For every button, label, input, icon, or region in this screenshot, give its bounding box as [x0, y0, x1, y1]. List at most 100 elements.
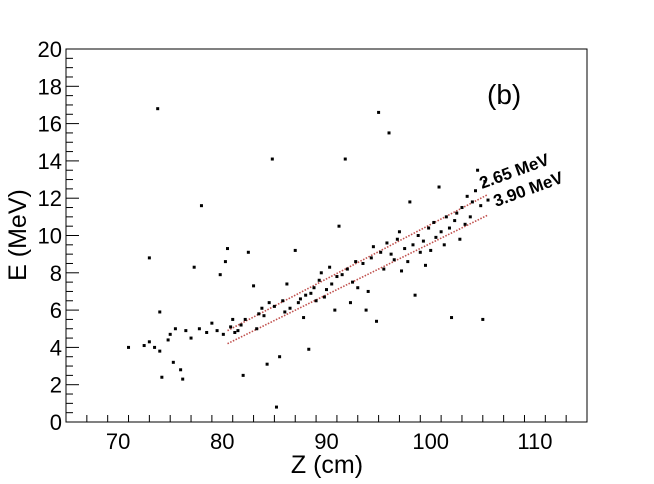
data-point: [450, 316, 454, 320]
data-point: [330, 282, 334, 286]
data-point: [325, 288, 328, 292]
data-point: [281, 299, 285, 303]
data-point: [160, 375, 164, 379]
data-point: [181, 377, 185, 381]
data-point: [265, 362, 269, 366]
data-point: [413, 293, 417, 297]
data-point: [288, 306, 292, 310]
data-point: [319, 271, 323, 275]
data-point: [241, 373, 245, 377]
data-point: [272, 304, 276, 308]
y-tick-label: 10: [38, 224, 62, 249]
data-point: [421, 239, 425, 243]
data-point: [246, 250, 250, 254]
data-point: [233, 330, 237, 334]
data-point: [166, 338, 170, 342]
data-point: [382, 267, 386, 271]
data-point: [439, 230, 443, 234]
y-tick-label: 12: [38, 186, 62, 211]
data-point: [218, 273, 222, 277]
data-point: [486, 198, 490, 202]
data-point: [432, 220, 436, 224]
data-point: [395, 237, 399, 241]
data-point: [483, 179, 487, 183]
data-point: [389, 252, 393, 256]
y-axis-title: E (MeV): [4, 189, 32, 281]
data-point: [298, 297, 302, 301]
data-point: [444, 215, 448, 219]
data-point: [392, 258, 396, 262]
data-point: [147, 256, 151, 260]
data-point: [309, 291, 313, 295]
data-point: [387, 131, 391, 135]
data-point: [239, 323, 243, 327]
data-point: [179, 368, 183, 372]
data-point: [283, 310, 287, 314]
data-point: [158, 310, 162, 314]
x-tick-label: 90: [314, 429, 338, 454]
data-point: [345, 267, 349, 271]
data-point: [423, 263, 427, 267]
data-point: [260, 306, 264, 310]
data-point: [340, 273, 344, 277]
data-point: [153, 345, 157, 349]
data-point: [257, 312, 261, 316]
data-point: [278, 355, 282, 359]
data-point: [476, 168, 480, 172]
panel-label: (b): [487, 79, 521, 110]
data-point: [371, 245, 375, 249]
data-point: [427, 226, 431, 230]
data-point: [455, 211, 459, 215]
data-point: [168, 332, 172, 336]
y-tick-label: 0: [50, 410, 62, 435]
data-point: [262, 314, 266, 318]
data-point: [127, 345, 131, 349]
data-point: [335, 275, 339, 279]
data-point: [293, 248, 297, 252]
data-point: [231, 317, 235, 321]
y-tick-label: 4: [50, 335, 62, 360]
data-point: [252, 284, 256, 288]
data-point: [366, 289, 370, 293]
data-point: [302, 316, 306, 320]
data-point: [304, 293, 308, 297]
data-point: [210, 321, 214, 325]
data-point: [434, 235, 438, 239]
data-point: [226, 247, 230, 251]
data-point: [479, 204, 483, 208]
data-point: [375, 319, 379, 323]
y-tick-label: 20: [38, 37, 62, 62]
x-axis-title: Z (cm): [291, 451, 363, 479]
x-tick-label: 110: [517, 429, 552, 454]
data-point: [364, 308, 368, 312]
data-point: [474, 189, 478, 193]
data-point: [236, 329, 240, 333]
data-point: [379, 250, 383, 254]
data-point: [429, 248, 433, 252]
data-point: [356, 286, 360, 290]
data-point: [361, 261, 365, 265]
data-point: [442, 243, 446, 247]
data-point: [171, 360, 175, 364]
data-point: [255, 327, 259, 331]
scatter-points: [127, 107, 490, 409]
data-point: [400, 269, 404, 273]
data-point: [458, 237, 462, 241]
data-point: [173, 327, 177, 331]
data-point: [369, 256, 373, 260]
data-point: [481, 317, 485, 321]
data-point: [465, 194, 469, 198]
y-tick-label: 18: [38, 74, 62, 99]
data-point: [184, 329, 188, 333]
data-point: [307, 347, 311, 351]
data-point: [223, 260, 227, 264]
data-point: [215, 329, 219, 333]
data-point: [199, 204, 203, 208]
data-point: [270, 157, 274, 161]
data-point: [411, 243, 415, 247]
y-tick-label: 6: [50, 298, 62, 323]
y-tick-label: 16: [38, 112, 62, 137]
data-point: [460, 206, 464, 210]
